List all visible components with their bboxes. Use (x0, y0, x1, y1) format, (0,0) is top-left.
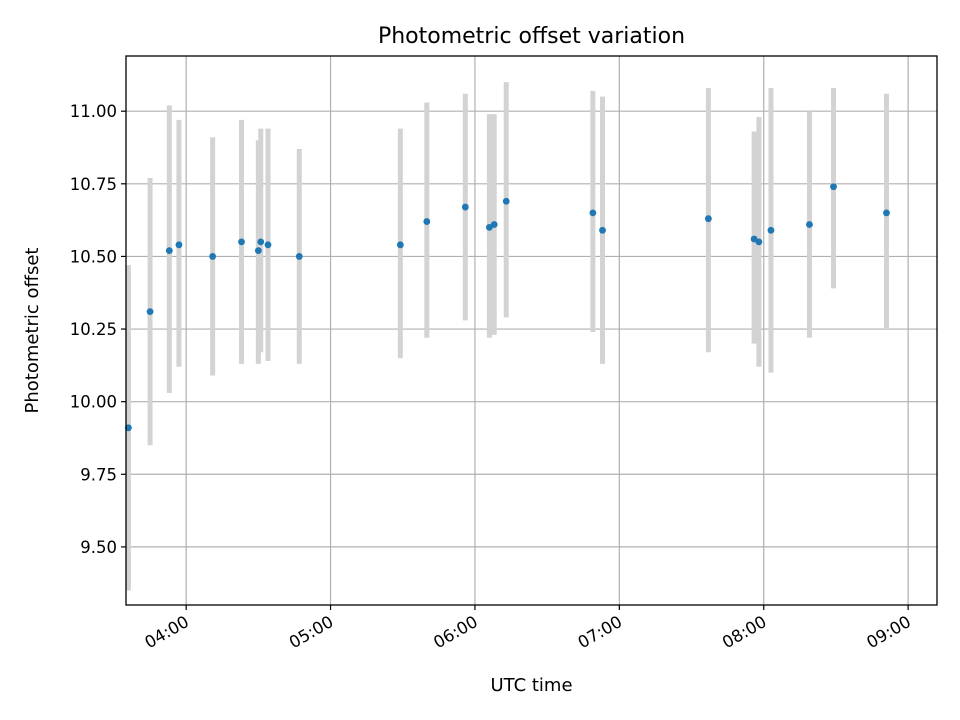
data-point (165, 247, 173, 255)
y-tick-label: 10.75 (70, 175, 117, 194)
data-point (238, 238, 245, 246)
y-tick-label: 9.50 (80, 538, 117, 557)
y-tick-label: 10.00 (70, 393, 117, 412)
data-point (396, 241, 404, 249)
y-tick-label: 11.00 (70, 102, 117, 121)
data-point (175, 241, 183, 249)
data-point (264, 241, 272, 249)
data-point-layer (125, 183, 890, 432)
data-point (490, 221, 498, 228)
data-point (461, 203, 469, 211)
data-point (806, 221, 813, 228)
y-axis-label: Photometric offset (22, 248, 43, 414)
data-point (146, 308, 154, 316)
chart-title: Photometric offset variation (378, 24, 685, 49)
data-point (589, 209, 597, 217)
x-axis-label: UTC time (490, 675, 572, 696)
data-point (257, 238, 265, 246)
data-point (767, 226, 775, 234)
y-tick-label: 10.50 (70, 247, 117, 266)
plot-frame (125, 55, 938, 606)
data-point (295, 253, 303, 260)
data-point (502, 197, 510, 205)
data-point (209, 253, 217, 260)
y-tick-label: 9.75 (80, 465, 117, 484)
data-point (704, 215, 712, 223)
data-point (125, 424, 132, 432)
data-point (755, 238, 763, 246)
data-point (830, 183, 837, 191)
data-point (254, 247, 262, 255)
data-point (423, 218, 431, 225)
data-point (883, 209, 890, 217)
data-point (599, 226, 606, 234)
y-tick-label: 10.25 (70, 320, 117, 339)
